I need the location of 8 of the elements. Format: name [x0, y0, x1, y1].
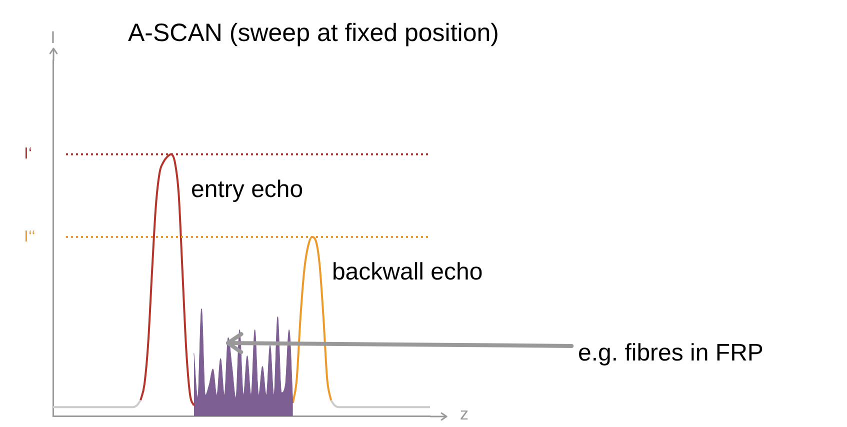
series-label: entry echo [191, 176, 304, 203]
text: e.g. fibres in FRP [578, 340, 764, 367]
x-axis-title: z [460, 404, 468, 424]
ref-line-label: I‘‘ [24, 228, 36, 246]
ref-line-label: I‘ [24, 146, 32, 163]
chart-title: A-SCAN (sweep at fixed position) [128, 19, 499, 47]
series-label: backwall echo [332, 258, 483, 286]
text: I [50, 28, 56, 48]
